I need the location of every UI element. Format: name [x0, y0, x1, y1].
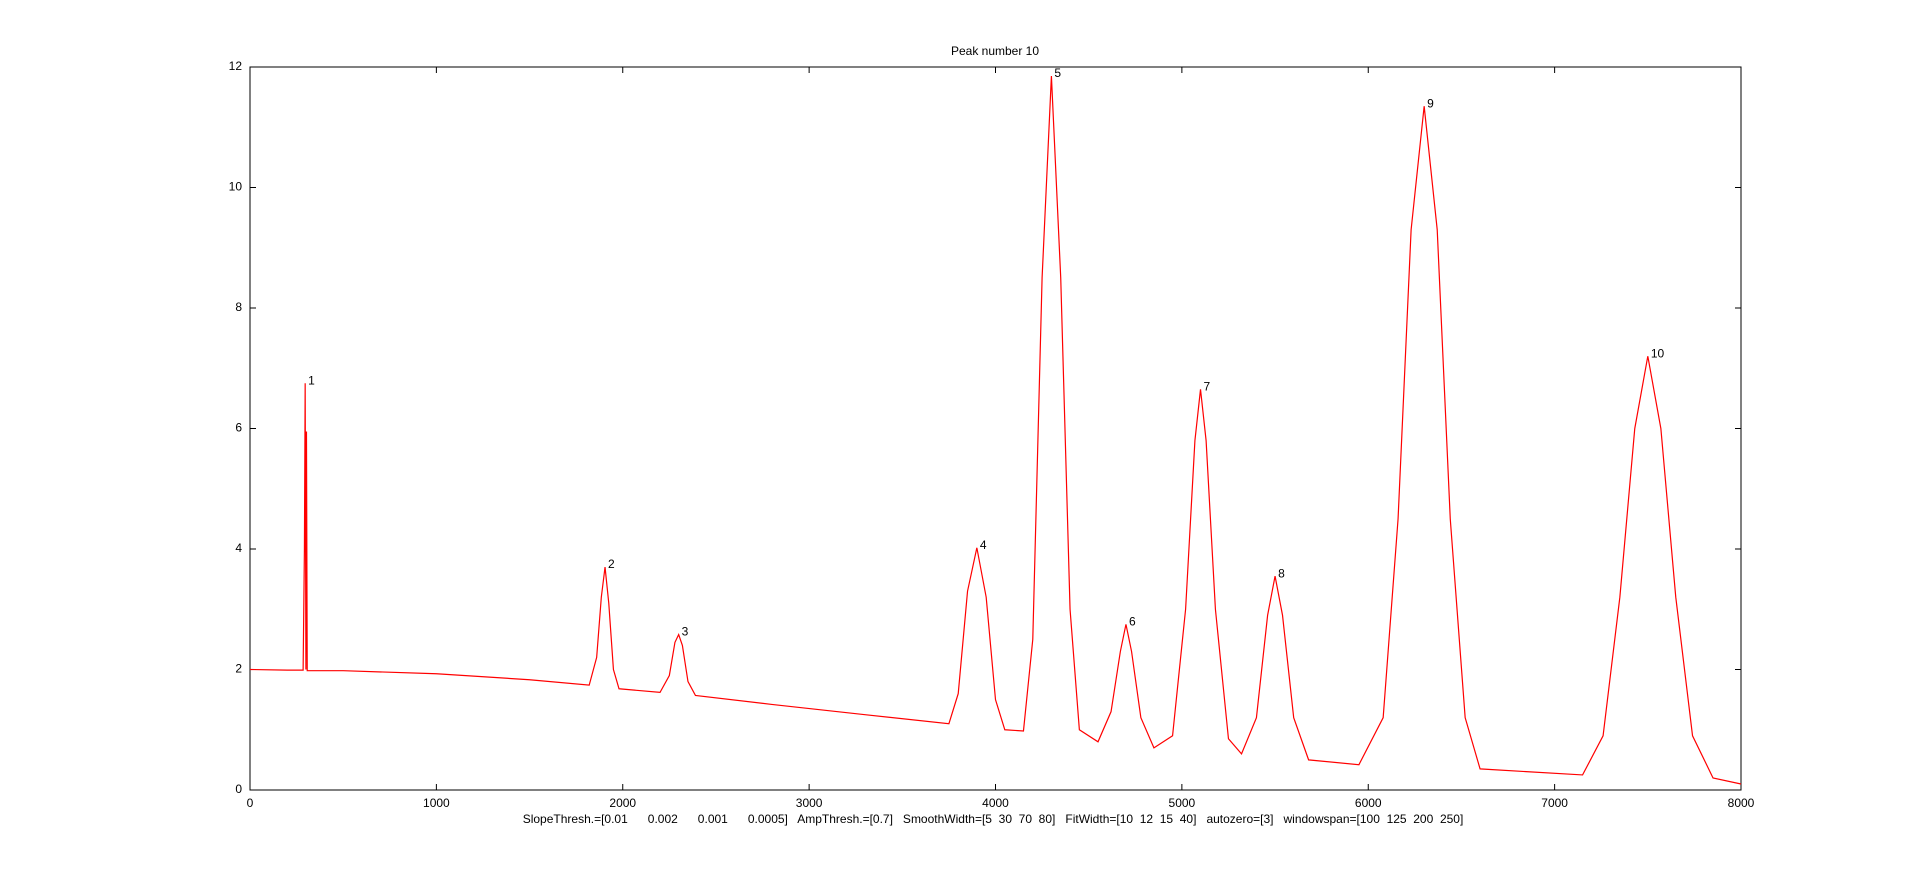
y-tick-label: 10 — [229, 180, 243, 194]
x-tick-label: 1000 — [423, 796, 450, 810]
peak-label: 10 — [1651, 346, 1665, 360]
y-tick-label: 12 — [229, 59, 243, 73]
data-line — [249, 76, 1742, 785]
x-tick-label: 3000 — [796, 796, 823, 810]
y-tick-label: 4 — [235, 541, 242, 555]
x-tick-label: 7000 — [1541, 796, 1568, 810]
peak-label: 5 — [1054, 66, 1061, 80]
x-tick-label: 6000 — [1355, 796, 1382, 810]
x-tick-label: 8000 — [1728, 796, 1755, 810]
peak-label: 6 — [1129, 614, 1136, 628]
x-tick-label: 2000 — [609, 796, 636, 810]
caption: SlopeThresh.=[0.01 0.002 0.001 0.0005] A… — [523, 812, 1464, 826]
chart-title: Peak number 10 — [951, 44, 1039, 58]
peak-label: 3 — [682, 625, 689, 639]
peak-label: 1 — [308, 373, 315, 387]
x-tick-label: 0 — [247, 796, 254, 810]
x-tick-label: 4000 — [982, 796, 1009, 810]
y-tick-label: 2 — [235, 662, 242, 676]
peak-label: 9 — [1427, 96, 1434, 110]
peak-label: 2 — [608, 557, 615, 571]
x-tick-label: 5000 — [1169, 796, 1196, 810]
peak-label: 8 — [1278, 566, 1285, 580]
y-tick-label: 6 — [235, 421, 242, 435]
y-tick-label: 8 — [235, 300, 242, 314]
peak-label: 7 — [1204, 380, 1211, 394]
y-tick-label: 0 — [235, 782, 242, 796]
plot-area — [249, 66, 1742, 791]
peak-label: 4 — [980, 538, 987, 552]
